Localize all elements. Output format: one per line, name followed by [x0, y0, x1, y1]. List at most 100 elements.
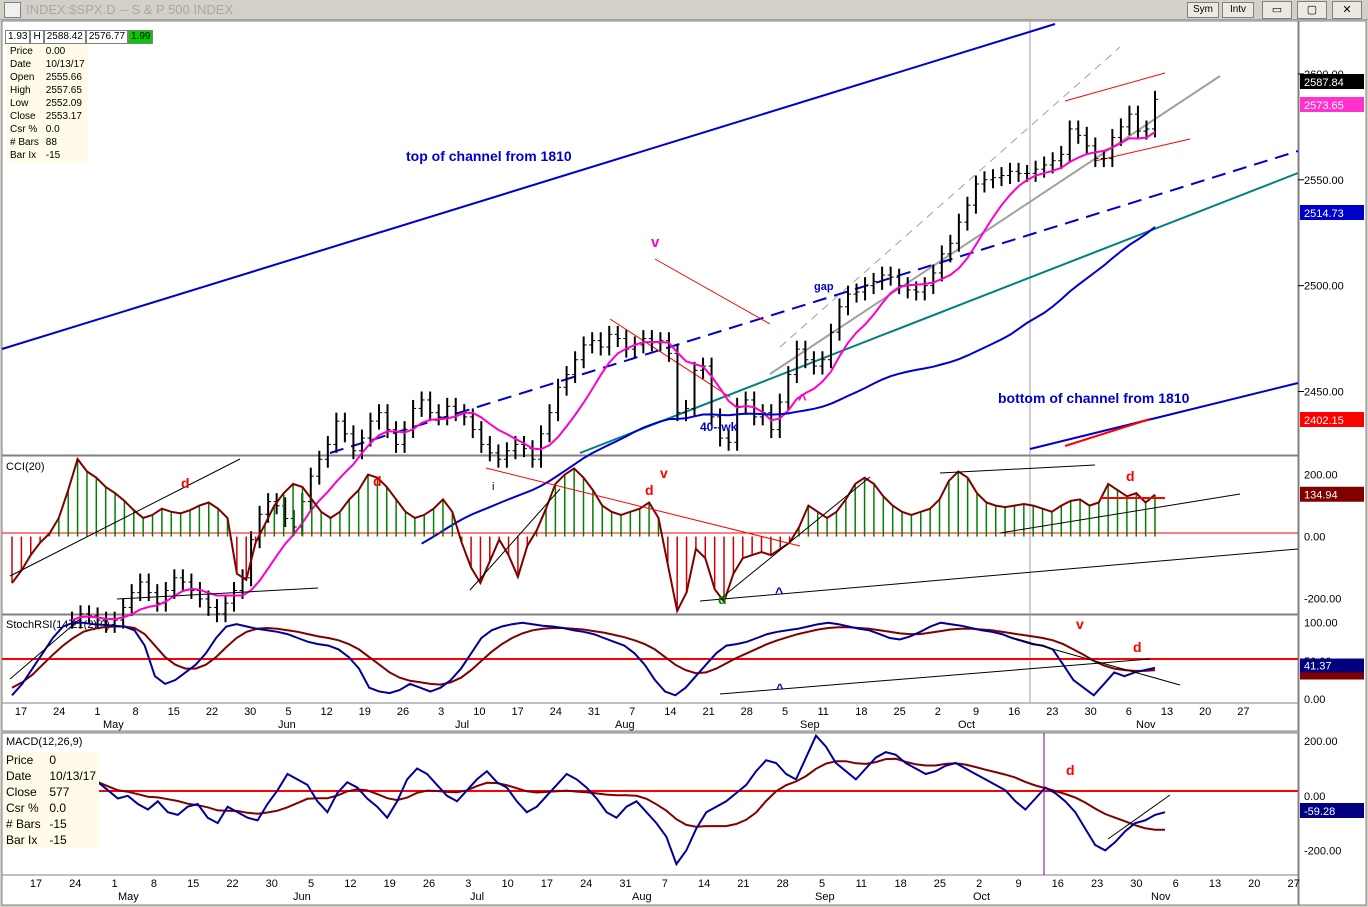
price-bar: [478, 421, 485, 453]
stochrsi-signal-line: [11, 625, 1156, 689]
cci-mark-d2: d: [373, 473, 382, 489]
sym-button[interactable]: Sym: [1187, 2, 1219, 18]
price-bar: [1134, 105, 1141, 140]
price-bar: [572, 351, 579, 384]
date-tick-label: 24: [580, 878, 592, 890]
cci-line: [11, 456, 1156, 614]
cci-mark-d4: d: [1126, 468, 1135, 484]
price-bar: [751, 391, 758, 426]
price-bar: [776, 393, 783, 439]
cci-trend-4: [116, 587, 319, 600]
date-tick-label: 23: [1091, 878, 1103, 890]
price-bar: [614, 325, 621, 348]
date-tick-label: 17: [541, 878, 553, 890]
annotation-bottom-caret: ^: [798, 391, 807, 408]
date-tick-label: 24: [69, 878, 81, 890]
price-bar: [1083, 126, 1090, 155]
stoch-trend-1: [719, 658, 1151, 695]
red-wedge-top: [1064, 72, 1166, 102]
red-wedge-bottom: [1094, 138, 1191, 162]
intv-button[interactable]: Intv: [1222, 2, 1254, 18]
date-tick-label: 2: [935, 706, 941, 718]
macd-trend: [1107, 794, 1171, 840]
date-tick-label: 24: [550, 706, 562, 718]
date-tick-label: 18: [855, 706, 867, 718]
macd-line: [97, 733, 1166, 867]
price-bar: [401, 421, 408, 453]
cci-mark-d3: d: [645, 482, 654, 498]
price-bar: [179, 569, 186, 591]
month-label: Jun: [293, 891, 311, 903]
price-bar: [1100, 150, 1107, 168]
stoch-mark-d: d: [1133, 639, 1142, 655]
price-bar: [981, 171, 988, 193]
date-tick-label: 5: [308, 878, 314, 890]
price-bar: [171, 569, 178, 599]
svg-text:2402.15: 2402.15: [1304, 415, 1344, 427]
date-tick-label: 5: [285, 706, 291, 718]
price-bar: [495, 444, 502, 468]
macd-tick-label: 200.00: [1304, 736, 1338, 748]
restore-button[interactable]: ▢: [1297, 1, 1327, 19]
price-bar: [367, 412, 374, 447]
date-tick-label: 8: [133, 706, 139, 718]
cci-trend-1: [9, 458, 241, 577]
price-bar: [955, 213, 962, 252]
cci-trend-6: [999, 493, 1241, 534]
date-tick-label: 17: [511, 706, 523, 718]
stoch-current: 41.37: [1304, 661, 1332, 673]
minimize-button[interactable]: ▭: [1262, 1, 1292, 19]
price-bar: [222, 594, 229, 623]
quote-low: 2576.77: [85, 30, 129, 44]
stoch-tick-label: 0.00: [1304, 694, 1325, 706]
date-tick-label: 15: [168, 706, 180, 718]
price-bar: [503, 442, 510, 468]
macd-panel: [1, 732, 1299, 876]
price-bar: [921, 277, 928, 301]
price-bar: [691, 361, 698, 417]
info-row-bars: # Bars 88: [10, 137, 57, 148]
date-tick-label: 7: [662, 878, 668, 890]
price-bar: [1058, 145, 1065, 170]
price-panel: [1, 20, 1299, 456]
quote-h-label: H: [30, 30, 44, 44]
date-tick-label: 8: [151, 878, 157, 890]
price-bar: [427, 391, 434, 422]
info-row-high: High 2557.65: [10, 85, 82, 96]
price-bar: [538, 425, 545, 468]
macd-signal-line: [97, 757, 1165, 831]
price-bar: [947, 234, 954, 263]
close-button[interactable]: ✕: [1332, 1, 1362, 19]
cci-trend-3: [719, 476, 871, 600]
price-bar: [444, 397, 451, 426]
cci-trend-5: [699, 548, 1299, 602]
price-bar: [810, 351, 817, 375]
red-small-line: [1064, 418, 1151, 447]
macd-info-row-price: Price 0: [6, 753, 57, 767]
price-bar: [375, 404, 382, 430]
quote-value-1: 1.93: [5, 30, 31, 44]
price-bar: [989, 169, 996, 189]
annotation-bottom-channel: bottom of channel from 1810: [998, 390, 1190, 406]
price-bar: [998, 167, 1005, 187]
annotation-40wk: 40--wk: [700, 420, 738, 434]
price-bar: [665, 332, 672, 362]
price-bar: [930, 264, 937, 295]
price-bar: [546, 404, 553, 443]
price-bar: [316, 450, 323, 485]
date-tick-label: 9: [1015, 878, 1021, 890]
date-tick-label: 11: [817, 706, 828, 718]
date-tick-label: 15: [187, 878, 199, 890]
bottom-channel-line: [1029, 382, 1299, 450]
price-bar: [819, 351, 826, 375]
month-label: May: [103, 719, 124, 731]
date-tick-label: 9: [973, 706, 979, 718]
cci-mark-d-green: d: [718, 591, 727, 607]
month-label: Nov: [1136, 719, 1156, 731]
date-tick-label: 27: [1287, 878, 1299, 890]
date-tick-label: 30: [1084, 706, 1096, 718]
month-label: Jul: [455, 719, 469, 731]
cci-trend-7: [939, 464, 1096, 474]
date-tick-label: 1: [112, 878, 118, 890]
price-bar: [845, 285, 852, 316]
